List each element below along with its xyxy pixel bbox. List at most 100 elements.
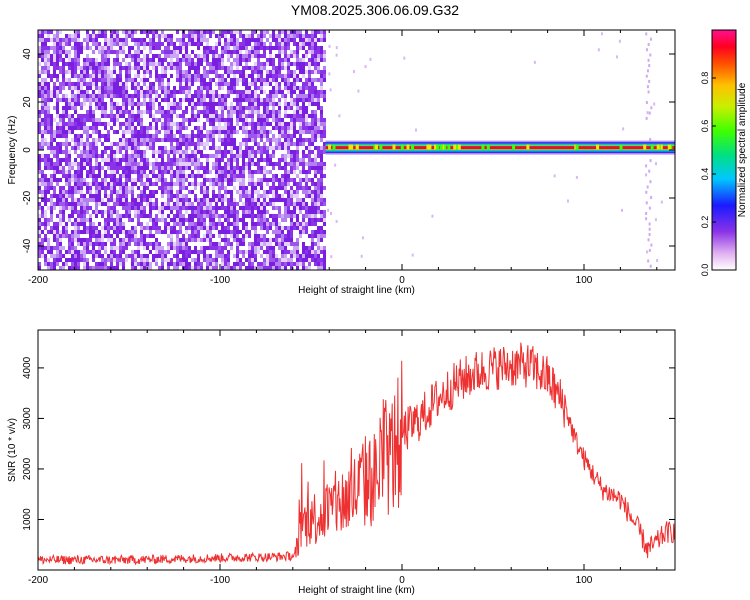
spectrogram-cell [98, 42, 101, 46]
spectrogram-cell [248, 198, 251, 202]
spectrogram-cell [143, 266, 146, 270]
spectrogram-cell [62, 150, 65, 154]
spectrogram-cell [92, 98, 95, 102]
spectrogram-cell [320, 38, 323, 42]
spectrogram-cell [302, 102, 305, 106]
spectrogram-cell [131, 254, 134, 258]
spectrogram-cell [188, 58, 191, 62]
spectrogram-cell [215, 114, 218, 118]
spectrogram-cell [107, 154, 110, 158]
spectrogram-cell [203, 182, 206, 186]
spectrogram-cell [134, 58, 137, 62]
spectrogram-cell [77, 214, 80, 218]
spectrogram-cell [314, 66, 317, 70]
spectrogram-cell [95, 34, 98, 38]
spectrogram-cell [86, 174, 89, 178]
spectrogram-cell [245, 66, 248, 70]
spectrogram-cell [245, 202, 248, 206]
spectrogram-cell [281, 182, 284, 186]
spectrogram-cell [74, 46, 77, 50]
spectrogram-cell [170, 166, 173, 170]
spectrogram-cell [119, 78, 122, 82]
spectrogram-cell [179, 158, 182, 162]
spectrogram-cell [212, 98, 215, 102]
spectrogram-cell [155, 214, 158, 218]
spectrogram-cell [80, 66, 83, 70]
spectrogram-cell [38, 130, 41, 134]
spectrogram-cell [317, 130, 320, 134]
spectrogram-cell [167, 170, 170, 174]
spectrogram-cell [320, 118, 323, 122]
spectrogram-cell [260, 146, 263, 150]
spectrogram-cell [77, 198, 80, 202]
spectrogram-cell [239, 114, 242, 118]
spectrogram-cell [167, 134, 170, 138]
spectrogram-cell [146, 142, 149, 146]
spectrogram-cell [248, 58, 251, 62]
spectrogram-cell [221, 166, 224, 170]
spectrogram-cell [290, 94, 293, 98]
spectrogram-cell [110, 42, 113, 46]
spectrogram-cell [38, 82, 41, 86]
spectrogram-cell [191, 118, 194, 122]
spectrogram-cell [65, 258, 68, 262]
spectrogram-cell [218, 122, 221, 126]
spectrogram-cell [239, 190, 242, 194]
spectrogram-cell [158, 54, 161, 58]
spectrogram-cell [266, 230, 269, 234]
spectrogram-cell [83, 166, 86, 170]
spectrogram-cell [278, 42, 281, 46]
spectrogram-cell [140, 258, 143, 262]
spectrogram-cell [242, 126, 245, 130]
spectrogram-cell [302, 206, 305, 210]
spectrogram-cell [293, 126, 296, 130]
spectrogram-cell [224, 162, 227, 166]
spectrogram-cell [137, 94, 140, 98]
spectrogram-cell [308, 50, 311, 54]
spectrogram-cell [188, 146, 191, 150]
spectrogram-cell [328, 44, 331, 48]
spectrogram-cell [80, 158, 83, 162]
spectrogram-cell [185, 186, 188, 190]
spectrogram-cell [245, 154, 248, 158]
spectrogram-cell [600, 32, 603, 36]
spectrogram-cell [65, 70, 68, 74]
spectrogram-cell [77, 138, 80, 142]
spectrogram-cell [146, 42, 149, 46]
spectrogram-cell [200, 198, 203, 202]
spectrogram-cell [236, 190, 239, 194]
spectrogram-cell [77, 54, 80, 58]
spectrogram-cell [221, 106, 224, 110]
spectrogram-cell [74, 122, 77, 126]
spectrogram-cell [254, 30, 257, 34]
spectrogram-cell [566, 199, 569, 203]
spectrogram-cell [236, 122, 239, 126]
spectrogram-cell [272, 206, 275, 210]
spectrogram-cell [89, 142, 92, 146]
spectrogram-cell [263, 266, 266, 270]
spectrogram-cell [68, 82, 71, 86]
spectrogram-cell [242, 262, 245, 266]
spectrogram-cell [209, 222, 212, 226]
spectrogram-cell [170, 234, 173, 238]
spectrogram-cell [311, 46, 314, 50]
spectrogram-cell [59, 30, 62, 34]
spectrogram-cell [59, 142, 62, 146]
spectrogram-cell [227, 250, 230, 254]
spectrogram-cell [263, 166, 266, 170]
spectrogram-cell [314, 258, 317, 262]
spectrogram-cell [146, 102, 149, 106]
spectrogram-cell [161, 162, 164, 166]
spectrogram-cell [38, 38, 41, 42]
spectrogram-cell [233, 42, 236, 46]
spectrogram-cell [110, 94, 113, 98]
spectrogram-cell [305, 122, 308, 126]
spectrogram-cell [47, 186, 50, 190]
spectrogram-cell [269, 186, 272, 190]
spectrogram-cell [68, 78, 71, 82]
spectrogram-cell [104, 46, 107, 50]
spectrogram-cell [269, 130, 272, 134]
spectrogram-cell [272, 30, 275, 34]
spectrogram-cell [113, 78, 116, 82]
spectrogram-cell [203, 46, 206, 50]
